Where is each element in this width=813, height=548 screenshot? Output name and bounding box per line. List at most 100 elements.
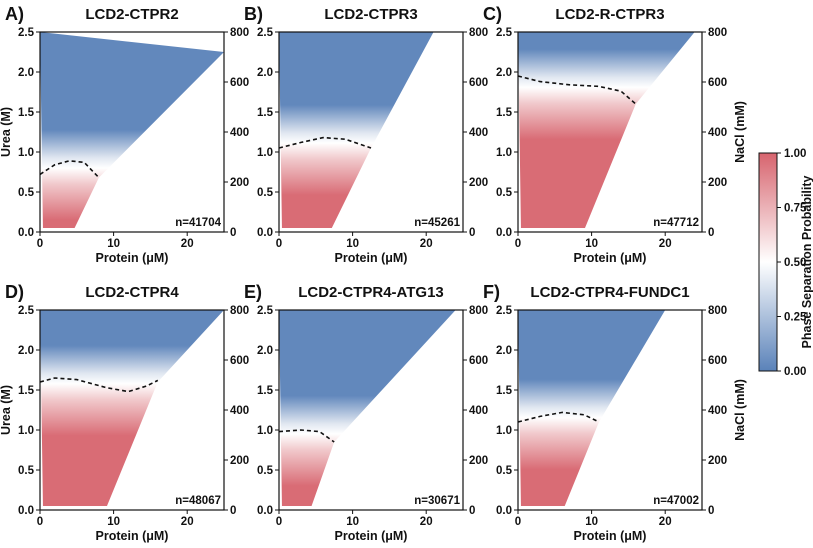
phase-boundary-line xyxy=(517,75,637,105)
x-axis-label: Protein (μM) xyxy=(335,529,408,543)
x-tick-label: 0 xyxy=(37,238,43,250)
sample-count: n=48067 xyxy=(175,495,221,507)
x-tick-label: 20 xyxy=(420,238,433,250)
y-tick-label: 2.5 xyxy=(257,27,274,39)
y-tick-label: 2.0 xyxy=(18,67,34,79)
y2-tick-label: 800 xyxy=(469,27,488,39)
panel-e: 0 10 20 0.0 0.5 1.0 1.5 2.0 2.5 0 200 400 600 800 E) LC… xyxy=(244,282,488,543)
panel-title: LCD2-CTPR3 xyxy=(324,6,417,23)
y2-tick-label: 200 xyxy=(708,455,727,467)
y2-tick-label: 400 xyxy=(469,127,488,139)
colorbar-tick-label: 0.50 xyxy=(784,257,806,269)
y2-tick-label: 800 xyxy=(708,27,727,39)
y-tick-label: 1.5 xyxy=(257,385,274,397)
x-axis-label: Protein (μM) xyxy=(574,529,647,543)
x-tick-label: 20 xyxy=(181,516,194,528)
y-tick-label: 1.5 xyxy=(18,107,35,119)
y-tick-label: 0.0 xyxy=(257,227,273,239)
x-tick-label: 0 xyxy=(276,238,282,250)
y2-tick-label: 400 xyxy=(469,405,488,417)
x-tick-label: 0 xyxy=(37,516,43,528)
y2-tick-label: 800 xyxy=(230,27,249,39)
phase-boundary-line xyxy=(278,136,372,149)
y-tick-label: 0.0 xyxy=(496,227,512,239)
data-scatter-region xyxy=(279,32,434,228)
panel-a: 0 10 20 0.0 0.5 1.0 1.5 2.0 2.5 0 200 400 600 800 A) LC… xyxy=(0,4,249,265)
panel-letter: F) xyxy=(483,282,500,302)
y-axis-label: Urea (M) xyxy=(0,385,13,435)
x-tick-label: 0 xyxy=(276,516,282,528)
x-tick-label: 20 xyxy=(659,516,672,528)
y-tick-label: 0.0 xyxy=(18,505,34,517)
y-tick-label: 0.5 xyxy=(496,187,513,199)
y-tick-label: 1.5 xyxy=(18,385,35,397)
y2-tick-label: 200 xyxy=(230,455,249,467)
x-tick-label: 20 xyxy=(659,238,672,250)
x-axis-label: Protein (μM) xyxy=(335,251,408,265)
y-tick-label: 1.0 xyxy=(18,425,34,437)
x-tick-label: 10 xyxy=(107,238,120,250)
panel-letter: B) xyxy=(244,4,263,24)
y2-tick-label: 0 xyxy=(230,227,236,239)
colorbar-tick-label: 0.00 xyxy=(784,366,806,378)
panel-title: LCD2-CTPR4 xyxy=(85,284,179,301)
y-tick-label: 0.5 xyxy=(18,465,35,477)
colorbar-tick-label: 0.75 xyxy=(784,203,807,215)
y2-tick-label: 600 xyxy=(230,355,249,367)
y2-tick-label: 600 xyxy=(469,355,488,367)
x-axis-label: Protein (μM) xyxy=(574,251,647,265)
y2-tick-label: 0 xyxy=(469,227,475,239)
panel-title: LCD2-CTPR4-ATG13 xyxy=(298,284,444,301)
panel-letter: E) xyxy=(244,282,262,302)
y2-tick-label: 400 xyxy=(230,405,249,417)
y-tick-label: 2.0 xyxy=(496,67,512,79)
data-scatter-region xyxy=(518,32,695,228)
panel-d: 0 10 20 0.0 0.5 1.0 1.5 2.0 2.5 0 200 400 600 800 D) LC… xyxy=(0,282,249,543)
data-scatter-region xyxy=(40,32,224,228)
y2-tick-label: 600 xyxy=(708,355,727,367)
y2-tick-label: 0 xyxy=(708,505,714,517)
panel-letter: C) xyxy=(483,4,502,24)
y-tick-label: 0.0 xyxy=(496,505,512,517)
sample-count: n=30671 xyxy=(414,495,460,507)
colorbar: 1.00 0.75 0.50 0.25 0.00 Phase Separation Pr… xyxy=(758,148,813,378)
sample-count: n=47712 xyxy=(653,217,699,229)
phase-boundary-line xyxy=(517,411,600,423)
x-tick-label: 10 xyxy=(585,516,598,528)
y-tick-label: 1.0 xyxy=(257,147,273,159)
y-tick-label: 2.5 xyxy=(496,27,513,39)
sample-count: n=41704 xyxy=(175,217,221,229)
y-tick-label: 0.5 xyxy=(257,187,274,199)
y2-tick-label: 800 xyxy=(708,305,727,317)
x-tick-label: 10 xyxy=(585,238,598,250)
y-tick-label: 2.5 xyxy=(18,27,35,39)
sample-count: n=47002 xyxy=(653,495,699,507)
y-tick-label: 0.0 xyxy=(257,505,273,517)
x-tick-label: 10 xyxy=(107,516,120,528)
x-tick-label: 0 xyxy=(515,516,521,528)
y-tick-label: 1.0 xyxy=(496,147,512,159)
y2-tick-label: 400 xyxy=(230,127,249,139)
y-tick-label: 0.5 xyxy=(18,187,35,199)
y-tick-label: 1.0 xyxy=(257,425,273,437)
y2-tick-label: 800 xyxy=(230,305,249,317)
y-tick-label: 2.5 xyxy=(18,305,35,317)
x-tick-label: 0 xyxy=(515,238,521,250)
y2-tick-label: 0 xyxy=(230,505,236,517)
y-tick-label: 0.5 xyxy=(257,465,274,477)
y-tick-label: 1.0 xyxy=(18,147,34,159)
panel-letter: A) xyxy=(5,4,24,24)
panel-letter: D) xyxy=(5,282,24,302)
panel-title: LCD2-CTPR2 xyxy=(85,6,178,23)
colorbar-tick-label: 0.25 xyxy=(784,312,807,324)
y2-tick-label: 400 xyxy=(708,405,727,417)
y-tick-label: 2.0 xyxy=(257,345,273,357)
panel-c: 0 10 20 0.0 0.5 1.0 1.5 2.0 2.5 0 200 400 600 800 C) LC… xyxy=(483,4,747,265)
y-tick-label: 1.5 xyxy=(257,107,274,119)
colorbar-label: Phase Separation Probability xyxy=(800,175,813,348)
y2-tick-label: 600 xyxy=(469,77,488,89)
panel-title: LCD2-CTPR4-FUNDC1 xyxy=(530,284,689,301)
y2-axis-label: NaCl (mM) xyxy=(733,379,747,441)
y2-tick-label: 200 xyxy=(469,455,488,467)
y-tick-label: 2.0 xyxy=(18,345,34,357)
